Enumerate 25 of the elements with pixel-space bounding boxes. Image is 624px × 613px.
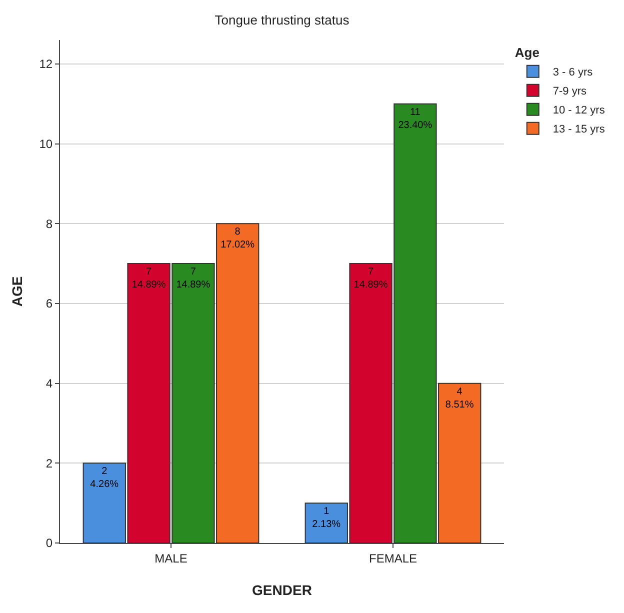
data-label: 2 4.26% xyxy=(90,466,119,490)
data-label: 4 8.51% xyxy=(445,386,474,410)
y-tick-label: 6 xyxy=(46,296,53,311)
y-axis-title: AGE xyxy=(9,276,25,307)
legend-title: Age xyxy=(514,44,540,60)
x-tick-label: FEMALE xyxy=(368,551,418,566)
data-label: 7 14.89% xyxy=(176,266,210,291)
x-axis-title: GENDER xyxy=(252,582,312,598)
legend-label: 13 - 15 yrs xyxy=(552,124,606,136)
data-label: 7 14.89% xyxy=(132,266,166,291)
y-tick-label: 10 xyxy=(39,136,53,151)
data-label: 7 14.89% xyxy=(354,266,388,291)
y-tick-label: 0 xyxy=(46,536,53,550)
x-tick-label: MALE xyxy=(154,551,188,566)
legend-label: 3 - 6 yrs xyxy=(552,66,594,79)
y-tick-label: 12 xyxy=(39,57,53,72)
y-tick-label: 4 xyxy=(46,376,53,391)
data-label: 8 17.02% xyxy=(220,226,255,251)
data-label: 11 23.40% xyxy=(398,106,432,131)
legend-label: 7-9 yrs xyxy=(552,86,587,98)
chart-title: Tongue thrusting status xyxy=(214,12,350,28)
y-tick-label: 8 xyxy=(46,216,53,231)
legend-label: 10 - 12 yrs xyxy=(552,104,606,117)
data-label: 1 2.13% xyxy=(312,506,341,530)
y-tick-label: 2 xyxy=(46,456,53,470)
